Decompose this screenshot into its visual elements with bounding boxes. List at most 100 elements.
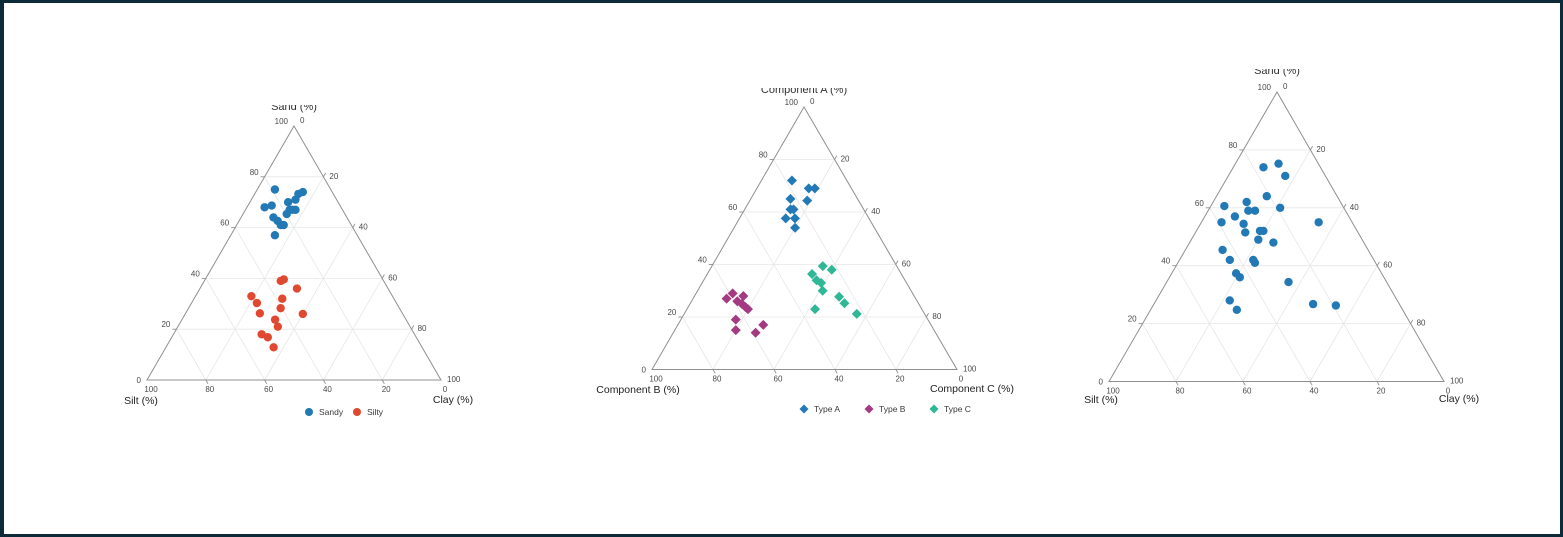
tick bbox=[352, 223, 356, 228]
data-point[interactable] bbox=[1281, 171, 1290, 181]
data-point[interactable] bbox=[786, 175, 797, 186]
data-point[interactable] bbox=[802, 195, 813, 206]
data-point[interactable] bbox=[1220, 201, 1229, 211]
legend-item-type-a[interactable]: Type A bbox=[799, 404, 841, 414]
data-point[interactable] bbox=[730, 325, 741, 336]
data-point[interactable] bbox=[803, 183, 814, 194]
data-point[interactable] bbox=[839, 298, 850, 309]
data-point[interactable] bbox=[278, 294, 287, 303]
data-point[interactable] bbox=[276, 303, 285, 313]
data-point[interactable] bbox=[1242, 197, 1251, 207]
data-point[interactable] bbox=[270, 185, 280, 194]
svg-text:0: 0 bbox=[300, 116, 305, 125]
data-point[interactable] bbox=[730, 314, 741, 325]
data-point[interactable] bbox=[1314, 218, 1323, 227]
data-point[interactable] bbox=[273, 322, 283, 331]
data-point[interactable] bbox=[298, 309, 308, 319]
data-point[interactable] bbox=[790, 222, 801, 233]
data-point[interactable] bbox=[1308, 299, 1318, 309]
data-point[interactable] bbox=[788, 204, 799, 215]
data-point[interactable] bbox=[738, 291, 749, 301]
legend-item-type-b[interactable]: Type B bbox=[864, 404, 906, 414]
data-point[interactable] bbox=[742, 304, 753, 315]
data-point[interactable] bbox=[282, 209, 291, 219]
data-point[interactable] bbox=[809, 183, 820, 194]
data-point[interactable] bbox=[727, 288, 738, 299]
data-point[interactable] bbox=[789, 213, 800, 224]
svg-text:20: 20 bbox=[1377, 387, 1386, 396]
svg-text:40: 40 bbox=[359, 223, 368, 232]
svg-text:20: 20 bbox=[841, 155, 850, 164]
data-point[interactable] bbox=[817, 261, 828, 272]
tick bbox=[1310, 145, 1313, 151]
data-point[interactable] bbox=[270, 315, 280, 324]
data-point[interactable] bbox=[1269, 238, 1278, 247]
data-point[interactable] bbox=[780, 213, 791, 224]
series-silty bbox=[247, 275, 308, 352]
data-point[interactable] bbox=[851, 308, 862, 319]
data-point[interactable] bbox=[807, 269, 818, 280]
data-point[interactable] bbox=[826, 264, 837, 275]
data-point[interactable] bbox=[255, 309, 265, 318]
svg-text:80: 80 bbox=[250, 168, 259, 177]
data-point[interactable] bbox=[1259, 226, 1268, 236]
data-point[interactable] bbox=[810, 304, 821, 315]
data-point[interactable] bbox=[758, 319, 769, 330]
data-point[interactable] bbox=[291, 205, 300, 215]
data-point[interactable] bbox=[811, 275, 822, 286]
data-point[interactable] bbox=[1225, 296, 1234, 305]
data-point[interactable] bbox=[721, 293, 732, 304]
data-point[interactable] bbox=[1331, 301, 1341, 310]
svg-text:60: 60 bbox=[728, 203, 737, 212]
data-point[interactable] bbox=[732, 296, 743, 307]
data-point[interactable] bbox=[1262, 192, 1271, 201]
data-point[interactable] bbox=[1241, 228, 1250, 237]
data-point[interactable] bbox=[279, 220, 288, 230]
gridline bbox=[1175, 265, 1244, 382]
data-point[interactable] bbox=[269, 343, 278, 352]
data-point[interactable] bbox=[260, 203, 269, 212]
data-point[interactable] bbox=[270, 231, 280, 240]
data-point[interactable] bbox=[1250, 258, 1260, 268]
data-point[interactable] bbox=[291, 195, 300, 204]
data-point[interactable] bbox=[817, 285, 828, 296]
data-point[interactable] bbox=[1259, 163, 1268, 172]
svg-text:20: 20 bbox=[896, 375, 905, 384]
data-point[interactable] bbox=[267, 201, 276, 210]
data-point[interactable] bbox=[1225, 255, 1235, 265]
data-point[interactable] bbox=[1244, 206, 1253, 215]
gridline bbox=[742, 211, 836, 370]
data-point[interactable] bbox=[1217, 218, 1226, 227]
data-point[interactable] bbox=[834, 291, 845, 302]
data-point[interactable] bbox=[247, 291, 256, 301]
data-point[interactable] bbox=[252, 298, 262, 308]
data-point[interactable] bbox=[1218, 245, 1227, 255]
svg-text:60: 60 bbox=[774, 375, 783, 384]
legend-item-type-c[interactable]: Type C bbox=[929, 404, 971, 414]
data-point[interactable] bbox=[1235, 273, 1245, 282]
legend-item-sandy[interactable]: Sandy bbox=[305, 407, 344, 417]
svg-text:40: 40 bbox=[871, 207, 880, 216]
data-point[interactable] bbox=[816, 277, 827, 288]
svg-text:60: 60 bbox=[388, 273, 397, 282]
gridline bbox=[1376, 323, 1411, 382]
svg-text:80: 80 bbox=[759, 151, 768, 160]
data-point[interactable] bbox=[1254, 235, 1263, 244]
data-point[interactable] bbox=[1230, 212, 1240, 221]
data-point[interactable] bbox=[283, 198, 293, 207]
svg-text:20: 20 bbox=[329, 172, 338, 181]
data-point[interactable] bbox=[750, 327, 761, 338]
data-point[interactable] bbox=[298, 187, 308, 197]
data-point[interactable] bbox=[1274, 159, 1283, 168]
data-point[interactable] bbox=[1275, 203, 1285, 212]
data-point[interactable] bbox=[1239, 219, 1248, 229]
data-point[interactable] bbox=[785, 193, 796, 204]
data-point[interactable] bbox=[279, 275, 289, 284]
legend-item-silty[interactable]: Silty bbox=[353, 407, 384, 417]
data-point[interactable] bbox=[292, 284, 302, 293]
data-point[interactable] bbox=[1250, 206, 1260, 215]
data-point[interactable] bbox=[1232, 305, 1242, 315]
data-point[interactable] bbox=[1284, 277, 1293, 287]
svg-text:60: 60 bbox=[1383, 261, 1392, 270]
data-point[interactable] bbox=[263, 333, 273, 342]
